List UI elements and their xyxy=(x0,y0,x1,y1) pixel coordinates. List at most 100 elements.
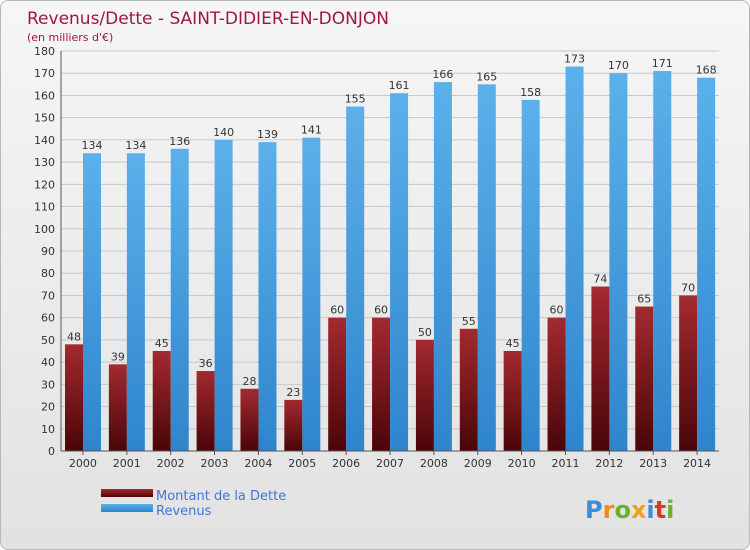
data-label-dette: 28 xyxy=(242,375,256,388)
data-label-revenus: 134 xyxy=(82,139,103,152)
bar-revenus xyxy=(83,153,101,451)
y-tick-label: 90 xyxy=(41,245,55,258)
legend-label-revenus: Revenus xyxy=(156,504,212,519)
legend-swatch-debt xyxy=(101,489,153,497)
bar-revenus xyxy=(653,71,672,451)
data-label-dette: 23 xyxy=(286,386,300,399)
bar-dette xyxy=(372,317,391,451)
x-tick-label: 2011 xyxy=(551,457,579,470)
bar-dette xyxy=(591,286,610,451)
bar-revenus xyxy=(609,73,628,451)
x-tick-label: 2001 xyxy=(113,457,141,470)
data-label-revenus: 168 xyxy=(696,64,717,77)
data-label-revenus: 134 xyxy=(125,139,146,152)
data-label-dette: 45 xyxy=(506,337,520,350)
data-label-revenus: 140 xyxy=(213,126,234,139)
bar-dette xyxy=(65,344,83,451)
bar-dette xyxy=(328,317,347,451)
bar-dette xyxy=(547,317,566,451)
data-label-revenus: 166 xyxy=(432,68,453,81)
chart-subtitle: (en milliers d'€) xyxy=(27,31,113,44)
y-tick-label: 160 xyxy=(34,89,55,102)
data-label-dette: 45 xyxy=(155,337,169,350)
bar-dette xyxy=(284,399,303,451)
data-label-revenus: 139 xyxy=(257,128,278,141)
label-layer: 48 134 39 134 45 136 36 140 28 139 23 141 60 155 60 161… xyxy=(67,53,717,399)
axis-layer: 0 10 20 30 40 50 60 70 80 90 100 110 120 130 140 150 160… xyxy=(34,45,719,470)
data-label-revenus: 136 xyxy=(169,135,190,148)
x-tick-label: 2004 xyxy=(244,457,272,470)
data-label-revenus: 173 xyxy=(564,53,585,66)
grid-layer xyxy=(61,50,719,430)
x-tick-label: 2003 xyxy=(201,457,229,470)
bar-revenus xyxy=(697,77,716,452)
data-label-dette: 65 xyxy=(637,293,651,306)
x-tick-label: 2005 xyxy=(288,457,316,470)
data-label-dette: 60 xyxy=(374,304,388,317)
data-label-dette: 60 xyxy=(330,304,344,317)
y-tick-label: 40 xyxy=(41,356,55,369)
y-tick-label: 0 xyxy=(48,445,55,458)
y-tick-label: 20 xyxy=(41,401,55,414)
bar-revenus xyxy=(126,153,145,451)
bar-revenus xyxy=(302,137,321,451)
bar-revenus xyxy=(214,139,233,451)
y-tick-label: 170 xyxy=(34,67,55,80)
data-label-dette: 39 xyxy=(111,350,125,363)
data-label-dette: 48 xyxy=(67,330,81,343)
y-tick-label: 10 xyxy=(41,423,55,436)
bar-dette xyxy=(108,364,127,451)
proxiti-logo: Proxiti xyxy=(585,496,674,524)
y-tick-label: 130 xyxy=(34,156,55,169)
bar-revenus xyxy=(565,66,584,452)
x-tick-label: 2012 xyxy=(595,457,623,470)
data-label-revenus: 155 xyxy=(345,93,366,106)
data-label-dette: 55 xyxy=(462,315,476,328)
bar-dette xyxy=(635,306,654,451)
data-label-revenus: 171 xyxy=(652,57,673,70)
bar-dette xyxy=(196,371,215,451)
x-tick-label: 2007 xyxy=(376,457,404,470)
y-tick-label: 50 xyxy=(41,334,55,347)
bar-dette xyxy=(415,339,434,451)
y-tick-label: 60 xyxy=(41,312,55,325)
y-tick-label: 140 xyxy=(34,134,55,147)
x-tick-label: 2000 xyxy=(69,457,97,470)
x-tick-label: 2002 xyxy=(157,457,185,470)
bar-revenus xyxy=(390,93,409,451)
legend: Montant de la Dette Revenus xyxy=(101,489,286,519)
bar-revenus xyxy=(346,106,365,452)
bar-dette xyxy=(152,351,171,451)
bar-dette xyxy=(459,328,478,451)
data-label-dette: 36 xyxy=(199,357,213,370)
x-tick-label: 2008 xyxy=(420,457,448,470)
bar-dette xyxy=(503,351,522,451)
bar-revenus xyxy=(170,148,189,451)
data-label-revenus: 170 xyxy=(608,59,629,72)
x-tick-label: 2014 xyxy=(683,457,711,470)
data-label-dette: 50 xyxy=(418,326,432,339)
y-tick-label: 120 xyxy=(34,178,55,191)
legend-label-debt: Montant de la Dette xyxy=(156,489,286,504)
legend-swatch-revenus xyxy=(101,504,153,512)
bar-revenus xyxy=(477,84,496,451)
data-label-dette: 74 xyxy=(593,273,607,286)
data-label-revenus: 141 xyxy=(301,124,322,137)
data-label-revenus: 165 xyxy=(476,70,497,83)
bar-revenus xyxy=(521,99,540,451)
bar-dette xyxy=(240,388,259,451)
x-tick-label: 2006 xyxy=(332,457,360,470)
y-tick-label: 70 xyxy=(41,289,55,302)
y-tick-label: 180 xyxy=(34,45,55,58)
svg-text:Proxiti: Proxiti xyxy=(585,496,674,524)
data-label-dette: 70 xyxy=(681,281,695,294)
y-tick-label: 80 xyxy=(41,267,55,280)
chart-title: Revenus/Dette - SAINT-DIDIER-EN-DONJON xyxy=(27,9,389,29)
data-label-revenus: 161 xyxy=(389,79,410,92)
x-tick-label: 2013 xyxy=(639,457,667,470)
y-tick-label: 30 xyxy=(41,378,55,391)
bar-dette xyxy=(679,295,698,451)
y-tick-label: 150 xyxy=(34,112,55,125)
